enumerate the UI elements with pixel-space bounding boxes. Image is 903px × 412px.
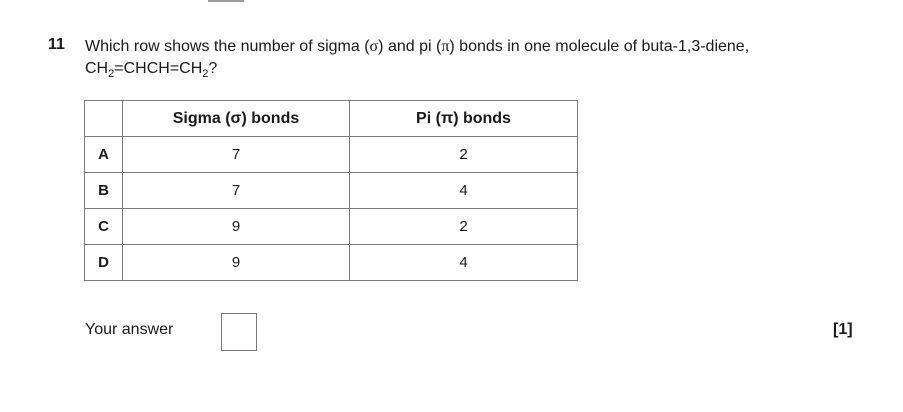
table-row: C 9 2 <box>84 208 578 245</box>
row-label: D <box>84 244 123 281</box>
row-label: A <box>84 136 123 173</box>
formula-part: =CHCH=CH <box>114 60 203 77</box>
formula-subscript: 2 <box>202 68 209 80</box>
marks-label: [1] <box>833 321 853 338</box>
pi-value: 4 <box>349 244 578 281</box>
sigma-symbol: σ <box>369 38 379 55</box>
question-text: Which row shows the number of sigma (σ) … <box>85 36 749 80</box>
formula-part: ? <box>208 60 218 77</box>
header-pi: Pi (π) bonds <box>349 100 578 137</box>
pi-value: 4 <box>349 172 578 209</box>
sigma-value: 9 <box>122 244 350 281</box>
question-text-part: ) bonds in one molecule of buta-1,3-dien… <box>449 38 750 55</box>
row-label: C <box>84 208 123 245</box>
table-row: A 7 2 <box>84 136 578 173</box>
table-header-row: Sigma (σ) bonds Pi (π) bonds <box>84 100 578 137</box>
sigma-value: 7 <box>122 172 350 209</box>
question-text-part: ) and pi ( <box>378 38 442 55</box>
formula-subscript: 2 <box>108 68 115 80</box>
answer-label: Your answer <box>85 321 174 338</box>
pi-symbol: π <box>441 38 450 55</box>
row-label: B <box>84 172 123 209</box>
header-sigma: Sigma (σ) bonds <box>122 100 350 137</box>
table-row: B 7 4 <box>84 172 578 209</box>
formula-part: CH <box>85 60 109 77</box>
sigma-value: 7 <box>122 136 350 173</box>
pi-value: 2 <box>349 136 578 173</box>
question-text-part: Which row shows the number of sigma ( <box>85 38 370 55</box>
question-number: 11 <box>48 36 65 53</box>
pi-value: 2 <box>349 208 578 245</box>
options-table: Sigma (σ) bonds Pi (π) bonds A 7 2 B 7 4… <box>84 100 578 281</box>
table-row: D 9 4 <box>84 244 578 281</box>
page-top-marker <box>208 0 244 2</box>
sigma-value: 9 <box>122 208 350 245</box>
header-empty <box>84 100 123 137</box>
answer-input-box[interactable] <box>221 313 257 351</box>
formula: CH2=CHCH=CH2? <box>85 60 218 80</box>
